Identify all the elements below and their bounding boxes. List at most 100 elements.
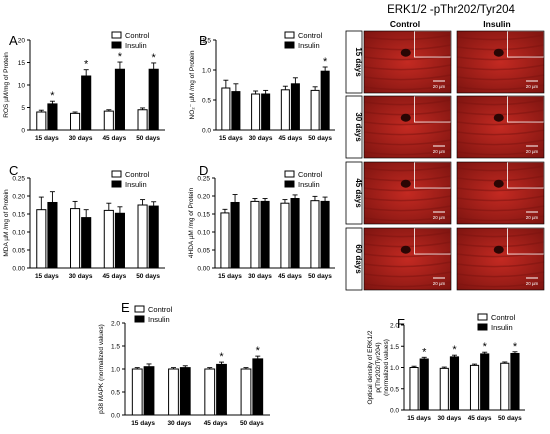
chart-panel-e: E 0.0 0.5 1.0 1.5 2.0 p38 MAPK (normalized val… bbox=[98, 300, 270, 427]
tissue-fiber bbox=[456, 185, 545, 192]
x-tick-label: 15 days bbox=[131, 420, 155, 427]
x-tick-label: 50 days bbox=[240, 420, 264, 427]
bar-control bbox=[103, 209, 114, 269]
legend-label-insulin: Insulin bbox=[125, 41, 147, 50]
panel-letter: E bbox=[121, 300, 130, 315]
row-label-box bbox=[345, 161, 363, 225]
y-tick-label: 1.5 bbox=[390, 344, 399, 351]
bar-control bbox=[220, 212, 230, 269]
legend-label-insulin: Insulin bbox=[298, 180, 320, 189]
bar-control bbox=[500, 362, 510, 411]
x-tick-label: 15 days bbox=[218, 273, 242, 280]
legend-swatch-insulin bbox=[477, 323, 488, 331]
bar-insulin bbox=[81, 217, 92, 269]
legend-label-control: Control bbox=[491, 313, 516, 322]
microscopy-title: ERK1/2 -pThr202/Tyr204 bbox=[387, 4, 515, 16]
y-tick-label: 0.0 bbox=[390, 408, 399, 415]
legend-label-control: Control bbox=[125, 31, 150, 40]
column-header-control: Control bbox=[390, 19, 420, 29]
chart-panel-f: F 0.0 0.5 1.0 1.5 2.0 Optical density of ERK1/… bbox=[367, 313, 525, 422]
bar-control bbox=[36, 209, 47, 269]
bar-insulin bbox=[260, 200, 270, 269]
y-axis-label: 4HDA µM /mg of Protein bbox=[188, 188, 195, 259]
y-axis-label: NO₂⁻ µM /mg of Protein bbox=[189, 50, 196, 119]
micrograph-border bbox=[456, 30, 545, 94]
significance-marker: * bbox=[219, 351, 224, 363]
row-label: 45 days bbox=[354, 178, 363, 208]
panel-letter: A bbox=[9, 33, 18, 48]
bar-insulin bbox=[290, 198, 300, 269]
legend-swatch-control bbox=[134, 305, 145, 313]
bar-insulin bbox=[510, 352, 520, 411]
legend-swatch-control bbox=[111, 170, 122, 178]
y-tick-label: 0.10 bbox=[12, 230, 25, 237]
micrograph-control-2: 20 µm bbox=[363, 95, 452, 159]
bar-control bbox=[137, 109, 148, 131]
x-tick-label: 50 days bbox=[498, 415, 522, 422]
legend-swatch-insulin bbox=[284, 180, 295, 188]
tissue-fiber bbox=[456, 54, 545, 61]
bar-insulin bbox=[231, 91, 241, 131]
bar-insulin bbox=[230, 201, 240, 269]
microscopy-panel: ERK1/2 -pThr202/Tyr204 Control Insulin 1… bbox=[345, 4, 545, 291]
bar-control bbox=[469, 364, 480, 411]
significance-marker: * bbox=[422, 346, 427, 358]
micrograph-image bbox=[364, 162, 451, 224]
column-header-insulin: Insulin bbox=[483, 19, 510, 29]
bar-control bbox=[70, 112, 81, 131]
micrograph-border bbox=[456, 227, 545, 291]
y-tick-label: 0.0 bbox=[111, 413, 120, 420]
vessel-lumen bbox=[493, 245, 504, 254]
chart-panel-b: B 0.0 0.5 1.0 1.5 NO₂⁻ µM /mg of Protein 15 da… bbox=[189, 31, 335, 142]
legend-swatch-control bbox=[284, 170, 295, 178]
bar-control bbox=[409, 367, 419, 411]
y-tick-label: 0 bbox=[21, 128, 25, 135]
tissue-fiber bbox=[456, 261, 545, 268]
chart-panel-a: A 0 5 10 15 20 ROS µM/mg of Protein * 15 days * 30… bbox=[3, 31, 165, 142]
micrograph-image bbox=[364, 228, 451, 290]
vessel-lumen bbox=[400, 48, 411, 57]
micrograph-insulin-3: 20 µm bbox=[456, 161, 545, 225]
micrograph-border bbox=[456, 161, 545, 225]
y-tick-label: 0.0 bbox=[202, 128, 211, 135]
x-tick-label: 45 days bbox=[278, 273, 302, 280]
tissue-fiber bbox=[363, 261, 452, 268]
vessel-lumen bbox=[493, 113, 504, 122]
legend-label-control: Control bbox=[298, 31, 323, 40]
bar-control bbox=[137, 204, 148, 269]
bar-insulin bbox=[81, 75, 92, 131]
tissue-fiber bbox=[363, 54, 452, 61]
y-tick-label: 2.0 bbox=[111, 321, 120, 328]
y-axis-label: (normalized values) bbox=[383, 339, 390, 396]
y-tick-label: 0.20 bbox=[197, 194, 210, 201]
bar-insulin bbox=[320, 200, 330, 269]
tissue-fiber bbox=[363, 34, 452, 41]
tissue-fiber bbox=[456, 119, 545, 126]
scale-bar-label: 20 µm bbox=[433, 281, 446, 286]
bar-insulin bbox=[216, 363, 227, 416]
tissue-fiber bbox=[456, 99, 545, 106]
y-tick-label: 0.25 bbox=[12, 176, 25, 183]
legend-label-control: Control bbox=[148, 305, 173, 314]
bar-insulin bbox=[114, 212, 125, 269]
tissue-fiber bbox=[456, 84, 545, 91]
x-tick-label: 50 days bbox=[136, 135, 160, 142]
significance-marker: * bbox=[84, 59, 89, 71]
micrograph-image bbox=[457, 31, 544, 93]
bar-control bbox=[439, 367, 449, 411]
x-tick-label: 45 days bbox=[468, 415, 492, 422]
y-tick-label: 0.5 bbox=[202, 98, 211, 105]
bar-insulin bbox=[143, 366, 155, 416]
legend-label-control: Control bbox=[298, 170, 323, 179]
tissue-fiber bbox=[456, 139, 545, 146]
tissue-fiber bbox=[363, 84, 452, 91]
y-tick-label: 0.00 bbox=[197, 266, 210, 273]
legend-label-insulin: Insulin bbox=[148, 315, 170, 324]
micrograph-control-3: 20 µm bbox=[363, 161, 452, 225]
micrograph-border bbox=[363, 227, 452, 291]
